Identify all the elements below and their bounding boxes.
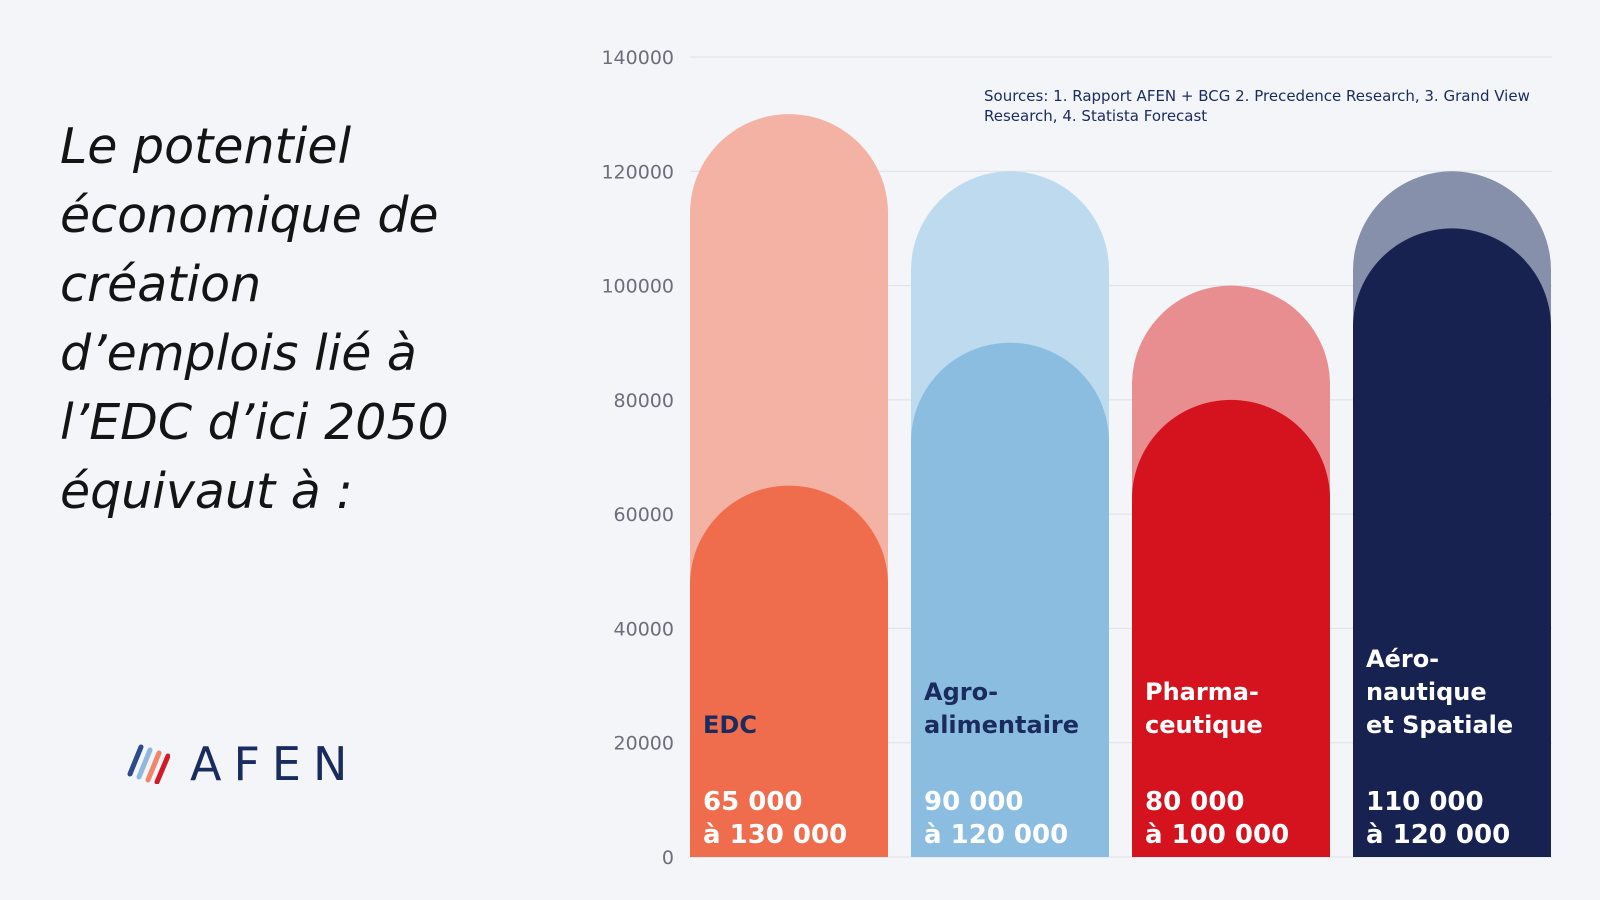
y-tick-label: 0 — [662, 847, 674, 869]
y-tick-label: 60000 — [614, 504, 674, 526]
value-label: 90 000 — [924, 787, 1024, 817]
headline-line: d’emplois lié à — [60, 325, 417, 382]
logo-stripe — [145, 750, 162, 783]
bar-low — [1353, 228, 1551, 857]
bar-low — [1132, 399, 1330, 857]
logo-stripe — [136, 747, 153, 780]
value-label: 80 000 — [1145, 787, 1245, 817]
value-label: 110 000 — [1366, 787, 1484, 817]
category-label: nautique — [1366, 678, 1487, 706]
category-label: Agro- — [924, 678, 998, 706]
value-label: 65 000 — [703, 787, 803, 817]
category-label: et Spatiale — [1366, 711, 1513, 739]
category-label: Aéro- — [1366, 645, 1439, 673]
sources-note: Research, 4. Statista Forecast — [984, 107, 1207, 125]
afen-logo: AFEN — [126, 737, 360, 791]
sources-note: Sources: 1. Rapport AFEN + BCG 2. Preced… — [984, 87, 1530, 105]
category-label: EDC — [703, 711, 757, 739]
bar-low — [911, 342, 1109, 857]
y-tick-label: 20000 — [614, 733, 674, 755]
logo-stripes-icon — [127, 744, 170, 784]
value-label: à 130 000 — [703, 820, 847, 850]
y-tick-label: 140000 — [601, 47, 674, 69]
headline-line: économique de — [60, 187, 439, 244]
y-tick-label: 120000 — [601, 161, 674, 183]
category-label: ceutique — [1145, 711, 1263, 739]
logo-stripe — [154, 753, 170, 784]
value-label: à 120 000 — [924, 820, 1068, 850]
y-tick-label: 100000 — [601, 276, 674, 298]
y-tick-label: 40000 — [614, 618, 674, 640]
value-label: à 100 000 — [1145, 820, 1289, 850]
logo-stripe — [127, 744, 144, 777]
y-tick-label: 80000 — [614, 390, 674, 412]
headline-line: l’EDC d’ici 2050 — [60, 394, 449, 451]
category-label: alimentaire — [924, 711, 1079, 739]
headline-line: équivaut à : — [60, 463, 353, 520]
category-label: Pharma- — [1145, 678, 1259, 706]
headline-line: création — [60, 256, 262, 313]
headline-line: Le potentiel — [60, 118, 352, 175]
headline: Le potentiel économique de création d’em… — [60, 112, 500, 526]
logo-wordmark: AFEN — [190, 737, 360, 791]
value-label: à 120 000 — [1366, 820, 1510, 850]
bar-low — [690, 485, 888, 857]
